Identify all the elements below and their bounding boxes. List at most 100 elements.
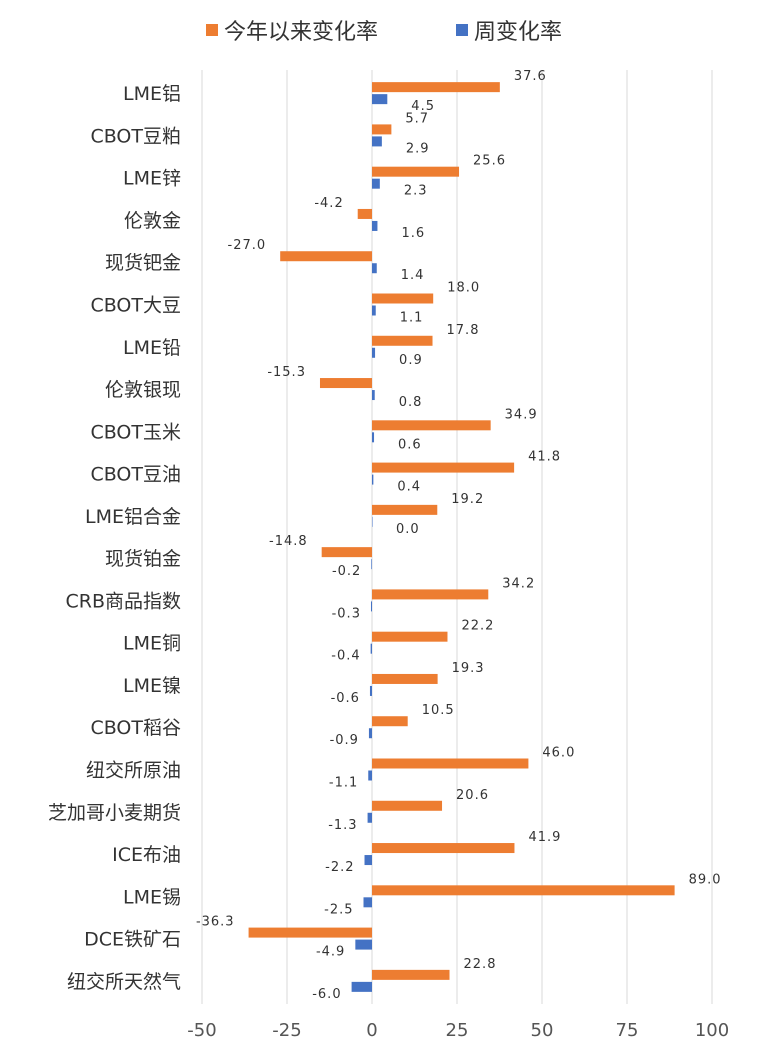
data-label-weekly: 1.4 (401, 268, 425, 283)
data-label-weekly: -2.5 (324, 902, 353, 917)
data-label-ytd: 22.8 (464, 957, 497, 972)
data-label-weekly: -1.1 (329, 776, 358, 791)
data-label-ytd: -14.8 (269, 534, 308, 549)
data-label-ytd: 10.5 (422, 703, 455, 718)
x-tick-label: -25 (272, 1020, 301, 1041)
data-label-ytd: 89.0 (689, 872, 722, 887)
category-label: 纽交所原油 (86, 760, 181, 782)
data-label-ytd: 34.9 (505, 407, 538, 422)
data-label-weekly: -2.2 (325, 860, 354, 875)
legend: 今年以来变化率 周变化率 (206, 20, 562, 45)
data-label-weekly: 2.3 (404, 184, 428, 199)
x-tick-label: 25 (446, 1020, 469, 1041)
data-label-weekly: -0.6 (331, 691, 360, 706)
x-tick-label: 50 (531, 1020, 554, 1041)
bar-weekly (372, 516, 373, 527)
bar-weekly (368, 728, 372, 739)
data-label-ytd: 19.2 (451, 492, 484, 507)
data-label-ytd: 46.0 (542, 746, 575, 761)
bar-ytd (372, 631, 448, 642)
data-label-ytd: 41.9 (528, 830, 561, 845)
bar-ytd (372, 420, 491, 431)
bar-weekly (372, 178, 380, 189)
bar-weekly (367, 812, 372, 823)
data-label-weekly: -0.2 (332, 564, 361, 579)
category-label: 纽交所天然气 (67, 971, 181, 993)
data-label-weekly: -0.3 (332, 606, 361, 621)
data-label-ytd: 22.2 (461, 619, 494, 634)
data-label-weekly: -0.4 (331, 649, 360, 664)
category-label: CRB商品指数 (65, 590, 181, 612)
data-label-weekly: -4.9 (316, 945, 345, 960)
data-label-ytd: 18.0 (447, 281, 480, 296)
bar-weekly (372, 474, 374, 485)
data-label-ytd: 19.3 (452, 661, 485, 676)
data-label-weekly: -0.9 (330, 733, 359, 748)
category-label: CBOT玉米 (90, 421, 181, 443)
bar-weekly (369, 685, 372, 696)
category-label: ICE布油 (112, 844, 181, 866)
data-label-weekly: 1.6 (401, 226, 425, 241)
bar-ytd (321, 547, 372, 558)
bar-weekly (372, 347, 376, 358)
bar-ytd (280, 251, 372, 262)
bar-weekly (364, 855, 372, 866)
data-label-weekly: 1.1 (400, 311, 424, 326)
category-label: LME铝 (123, 83, 181, 105)
x-tick-label: 100 (695, 1020, 729, 1041)
bar-weekly (368, 770, 372, 781)
category-label: CBOT豆油 (90, 464, 181, 486)
category-label: LME铅 (123, 337, 181, 359)
category-label: DCE铁矿石 (84, 929, 181, 951)
data-label-ytd: 37.6 (514, 69, 547, 84)
data-label-ytd: 17.8 (447, 323, 480, 338)
bars (248, 82, 675, 992)
category-label: LME铜 (123, 633, 181, 655)
data-label-weekly: 0.9 (399, 353, 423, 368)
bar-weekly (372, 136, 382, 147)
data-label-ytd: 41.8 (528, 450, 561, 465)
bar-weekly (372, 94, 388, 105)
data-label-weekly: 0.0 (396, 522, 420, 537)
bar-ytd (372, 673, 438, 684)
data-label-weekly: -1.3 (328, 818, 357, 833)
bar-ytd (357, 208, 372, 219)
data-label-ytd: -15.3 (267, 365, 306, 380)
x-tick-label: 0 (366, 1020, 377, 1041)
data-label-ytd: 34.2 (502, 576, 535, 591)
data-label-weekly: 2.9 (406, 141, 430, 156)
data-label-weekly: 0.8 (399, 395, 423, 410)
category-label: LME铝合金 (85, 506, 181, 528)
x-tick-label: -50 (187, 1020, 216, 1041)
legend-swatch-ytd (206, 24, 218, 36)
bar-ytd (372, 504, 438, 515)
x-tick-label: 75 (616, 1020, 639, 1041)
bar-ytd (372, 716, 408, 727)
data-label-ytd: -27.0 (228, 238, 267, 253)
bar-ytd (372, 462, 515, 473)
bar-weekly (372, 305, 376, 316)
category-label: CBOT稻谷 (90, 717, 181, 739)
bar-ytd (372, 885, 675, 896)
bar-ytd (372, 335, 433, 346)
bar-ytd (372, 589, 489, 600)
bar-ytd (372, 843, 515, 854)
data-label-weekly: 4.5 (411, 99, 435, 114)
bar-ytd (372, 124, 392, 135)
data-label-ytd: 20.6 (456, 788, 489, 803)
data-labels: 37.6 4.55.7 2.9 25.6 2.3 -4.2 1.6 -27.0 1.4 18.0 1… (196, 69, 722, 1002)
bar-weekly (351, 981, 372, 992)
bar-weekly (372, 432, 375, 443)
bar-weekly (363, 897, 372, 908)
bar-weekly (371, 559, 372, 570)
data-label-ytd: 25.6 (473, 154, 506, 169)
category-label: LME镍 (123, 675, 181, 697)
data-label-weekly: 0.6 (398, 437, 422, 452)
category-label: 伦敦金 (124, 210, 181, 232)
category-label: CBOT大豆 (90, 295, 181, 317)
data-label-ytd: 5.7 (405, 111, 429, 126)
data-label-ytd: -4.2 (314, 196, 343, 211)
x-axis-tick-labels: -50 -25 0 25 50 75 100 (187, 1020, 729, 1041)
